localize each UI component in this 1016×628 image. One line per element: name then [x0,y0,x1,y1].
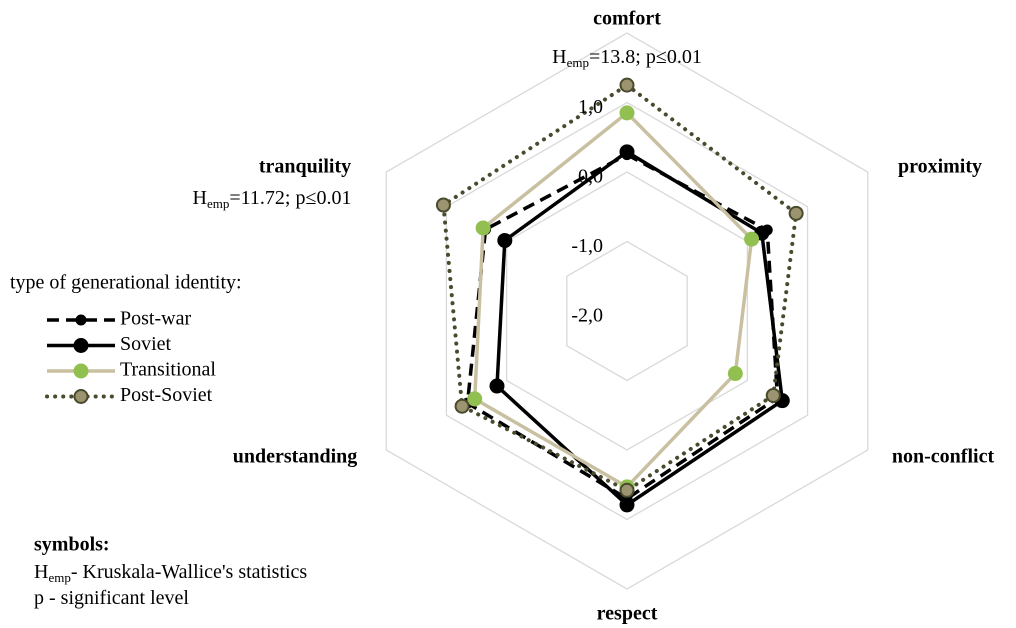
marker [744,231,760,247]
annotation-sub: emp [48,570,70,585]
marker [73,363,89,379]
annotation: Hemp- Kruskala-Wallice's statistics [34,561,307,585]
tick-label: 1,0 [578,96,603,118]
category-label: non-conflict [892,446,995,468]
annotation-text: =13.8; p≤0.01 [589,46,702,68]
category-label: respect [597,603,658,625]
tick-label: 0,0 [578,166,603,188]
tick-label: -1,0 [571,235,603,257]
grid-ring [566,240,688,382]
annotation-text: =11.72; p≤0.01 [229,187,351,209]
marker [75,314,87,326]
legend-label: Post-war [120,308,191,330]
marker [619,105,635,121]
legend-label: Post-Soviet [120,384,213,406]
marker [467,391,483,407]
marker [454,398,470,414]
marker [489,378,505,394]
category-label: proximity [898,156,982,178]
marker [619,144,635,160]
tick-label: -2,0 [571,305,603,327]
grid-ring [385,32,869,590]
marker [619,482,635,498]
annotation-sub: emp [207,196,229,211]
annotation: Hemp=11.72; p≤0.01 [193,187,352,211]
legend-label: Transitional [120,359,216,381]
annotation-symbol: H [34,561,48,583]
category-label: tranquility [259,156,351,178]
annotation-sub: emp [567,55,589,70]
legend-title: type of generational identity: [10,272,242,294]
category-label: understanding [233,446,358,468]
category-label: comfort [593,8,661,30]
marker [619,497,635,513]
marker [788,205,804,221]
marker [435,197,451,213]
marker [475,220,491,236]
annotation-text: p - significant level [34,587,189,609]
annotation: p - significant level [34,587,189,609]
annotation-symbol: H [552,46,566,68]
marker [497,232,513,248]
marker [619,77,635,93]
series-line [441,82,799,493]
legend-label: Soviet [120,333,172,355]
annotation-symbol: H [193,187,207,209]
annotation: Hemp=13.8; p≤0.01 [552,46,702,70]
annotation-text: - Kruskala-Wallice's statistics [71,561,308,583]
marker [73,389,89,404]
marker [727,366,743,382]
marker [765,387,781,403]
marker [73,338,89,353]
notes-title: symbols: [34,534,110,556]
